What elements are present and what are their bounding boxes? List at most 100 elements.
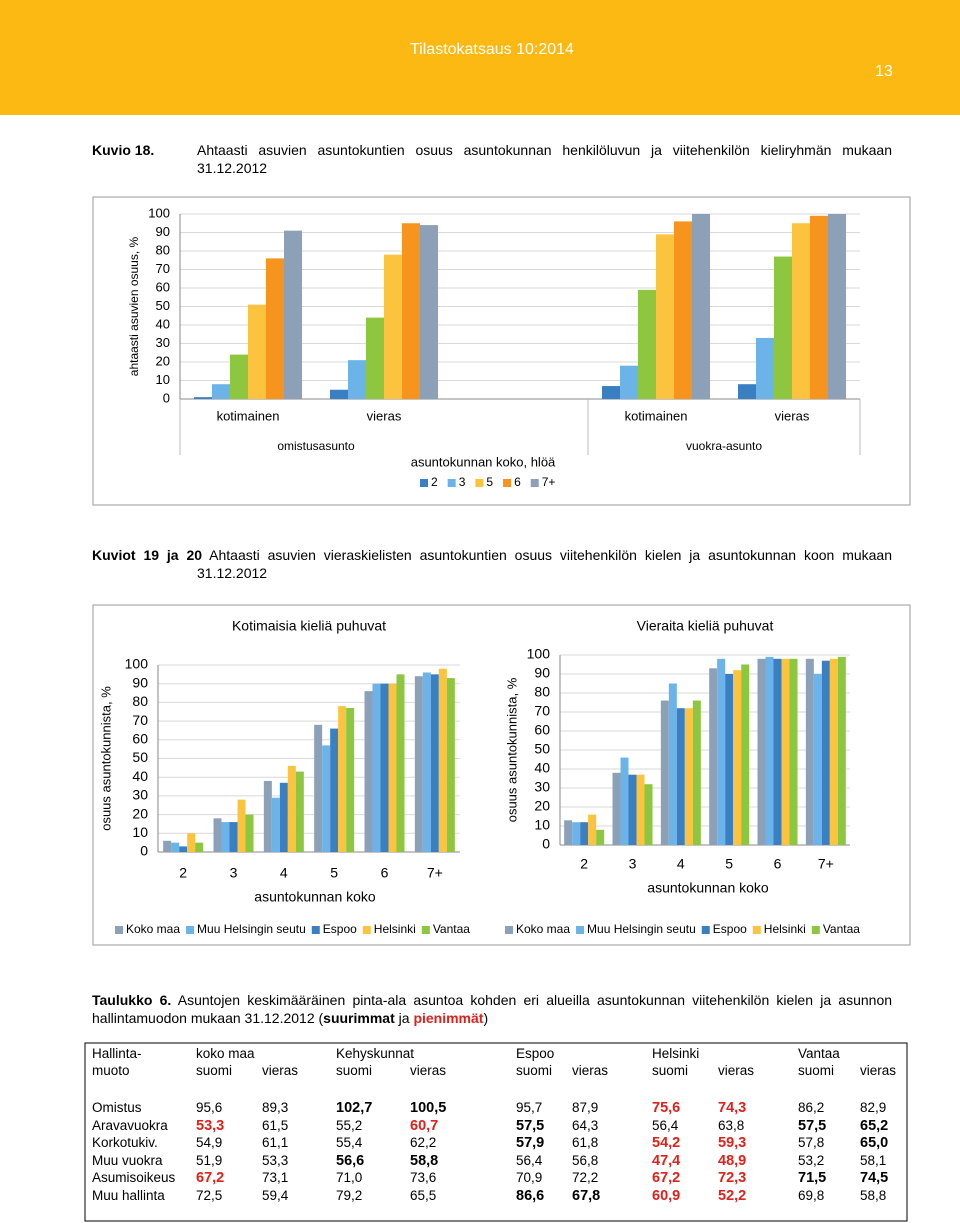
group-label: omistusasunto xyxy=(277,439,355,453)
y-tick-label: 30 xyxy=(534,779,550,795)
table-cell: 64,3 xyxy=(572,1117,599,1133)
legend-label: 6 xyxy=(514,475,521,489)
table-cell: muoto xyxy=(92,1063,130,1078)
bar xyxy=(757,658,766,845)
legend-swatch xyxy=(576,926,585,934)
table-cell: 47,4 xyxy=(652,1152,681,1169)
bar xyxy=(676,708,685,845)
bar xyxy=(446,678,455,852)
y-tick-label: 100 xyxy=(148,205,170,220)
bar xyxy=(271,797,280,852)
y-tick-label: 70 xyxy=(534,703,550,719)
bar xyxy=(245,814,254,852)
bar xyxy=(384,254,402,399)
x-axis-title: asuntokunnan koko, hlöä xyxy=(411,454,556,469)
legend-swatch xyxy=(811,926,820,934)
bar xyxy=(774,256,792,399)
figure-label: Kuvio 18. xyxy=(92,142,155,158)
bar xyxy=(805,658,814,845)
bar xyxy=(738,384,756,399)
y-tick-label: 30 xyxy=(132,787,148,803)
table-caption: Taulukko 6. Asuntojen keskimääräinen pin… xyxy=(92,991,892,1027)
x-tick-label: 2 xyxy=(580,856,588,872)
x-axis-title: asuntokunnan koko xyxy=(647,880,769,896)
table-cell: 56,4 xyxy=(516,1152,543,1168)
x-tick-label: kotimainen xyxy=(625,408,688,423)
publication: Tilastokatsaus 10:2014 xyxy=(410,41,574,58)
table-cell: 55,4 xyxy=(336,1135,363,1150)
table-cell: 56,6 xyxy=(336,1152,365,1169)
caption-text: Asuntojen keskimääräinen pinta-ala asunt… xyxy=(92,992,893,1026)
bar xyxy=(388,683,397,852)
legend-swatch xyxy=(752,926,761,934)
legend-label: Muu Helsingin seutu xyxy=(197,922,306,936)
bar xyxy=(725,674,734,845)
table-cell: 58,8 xyxy=(410,1152,439,1169)
y-tick-label: 70 xyxy=(156,261,170,276)
header-band xyxy=(0,0,960,115)
legend-label: Espoo xyxy=(323,922,357,936)
y-tick-label: 60 xyxy=(156,279,170,294)
bar xyxy=(229,822,238,852)
table-cell: 63,8 xyxy=(718,1117,745,1133)
table-cell: 74,3 xyxy=(718,1100,747,1116)
legend-label: Espoo xyxy=(713,922,747,936)
y-tick-label: 60 xyxy=(132,731,148,747)
table-cell: 65,5 xyxy=(410,1187,437,1203)
bar xyxy=(620,365,638,399)
y-axis-title: osuus asuntokunnista, % xyxy=(98,686,113,831)
table-cell: 51,9 xyxy=(196,1152,223,1168)
y-tick-label: 20 xyxy=(534,798,550,814)
y-tick-label: 0 xyxy=(163,390,170,405)
table-cell: 61,5 xyxy=(262,1117,289,1133)
y-tick-label: 90 xyxy=(132,674,148,690)
bar xyxy=(572,822,581,845)
bar xyxy=(263,780,272,852)
legend-label: Helsinki xyxy=(764,922,806,936)
bar xyxy=(322,745,331,852)
bar xyxy=(756,337,774,399)
bar xyxy=(644,784,653,845)
x-tick-label: 3 xyxy=(230,865,238,881)
table-cell: vieras xyxy=(860,1063,897,1078)
table-cell: 73,6 xyxy=(410,1170,437,1185)
bar xyxy=(628,774,637,845)
legend-label: Koko maa xyxy=(516,922,570,936)
y-tick-label: 50 xyxy=(132,749,148,765)
table-cell: 53,3 xyxy=(262,1152,289,1168)
x-tick-label: 4 xyxy=(677,856,685,872)
table-cell: 57,5 xyxy=(798,1117,827,1134)
y-tick-label: 30 xyxy=(156,335,170,350)
y-tick-label: 90 xyxy=(534,665,550,681)
y-tick-label: 10 xyxy=(156,372,170,387)
table-cell: 71,5 xyxy=(798,1170,827,1186)
y-tick-label: 10 xyxy=(132,824,148,840)
bar xyxy=(602,386,620,399)
table-cell: 57,8 xyxy=(798,1135,825,1150)
legend-swatch xyxy=(115,926,123,934)
y-tick-label: 100 xyxy=(527,646,551,662)
table-cell: 95,6 xyxy=(196,1100,223,1115)
bar xyxy=(279,782,288,852)
table-cell: 54,2 xyxy=(652,1135,681,1151)
group-label: vuokra-asunto xyxy=(686,439,762,453)
legend-swatch xyxy=(530,479,539,487)
bar xyxy=(171,842,180,852)
bar xyxy=(366,317,384,399)
legend-label: Helsinki xyxy=(374,922,416,936)
table-cell: Korkotukiv. xyxy=(92,1135,158,1150)
table-cell: 71,0 xyxy=(336,1170,363,1185)
x-tick-label: 3 xyxy=(629,856,637,872)
table-cell: 100,5 xyxy=(410,1100,447,1116)
y-tick-label: 0 xyxy=(140,843,148,859)
x-tick-label: 6 xyxy=(774,856,782,872)
bar xyxy=(660,700,669,845)
table-cell: 79,2 xyxy=(336,1187,363,1203)
table-cell: Vantaa xyxy=(798,1046,840,1061)
bar xyxy=(248,304,266,399)
bar xyxy=(314,724,323,852)
x-tick-label: vieras xyxy=(367,408,402,423)
table-label: Taulukko 6. xyxy=(92,992,172,1008)
table-cell: 53,3 xyxy=(196,1117,225,1134)
